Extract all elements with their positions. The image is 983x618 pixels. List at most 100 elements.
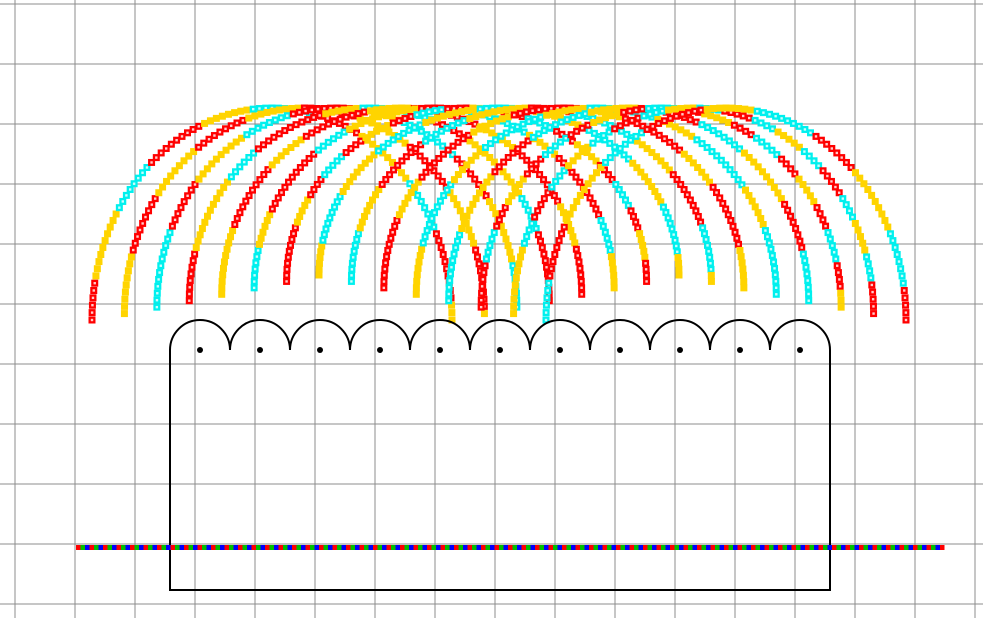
field-marker-hole <box>326 222 330 225</box>
field-marker-hole <box>424 139 427 143</box>
field-marker-hole <box>632 215 635 218</box>
field-marker-hole <box>415 113 419 116</box>
field-marker <box>514 267 522 275</box>
field-marker <box>557 114 565 122</box>
field-marker-hole <box>416 194 419 197</box>
ground-marker <box>638 545 643 550</box>
ground-marker <box>328 545 333 550</box>
field-marker-hole <box>522 130 526 134</box>
field-marker-hole <box>436 174 440 178</box>
ground-marker <box>319 545 324 550</box>
field-marker-hole <box>356 112 360 115</box>
field-marker-hole <box>483 264 487 267</box>
field-marker <box>851 219 859 227</box>
field-marker-hole <box>333 120 336 123</box>
field-marker-hole <box>766 235 769 238</box>
field-marker-hole <box>391 138 395 142</box>
field-marker-hole <box>303 161 306 165</box>
field-marker-hole <box>658 134 661 137</box>
ground-marker <box>625 545 630 550</box>
field-marker-hole <box>388 243 391 246</box>
field-marker-hole <box>351 256 355 259</box>
field-marker <box>648 183 656 191</box>
ground-marker <box>733 545 738 550</box>
field-marker-hole <box>830 180 833 183</box>
field-marker-hole <box>889 232 892 235</box>
field-marker <box>496 107 504 115</box>
field-marker <box>498 136 506 144</box>
ground-marker <box>629 545 634 550</box>
field-marker-hole <box>462 137 465 140</box>
field-marker-hole <box>733 231 737 234</box>
field-marker <box>837 303 845 311</box>
field-marker <box>472 112 480 120</box>
field-lines <box>88 104 910 324</box>
field-marker <box>379 149 387 157</box>
field-marker-hole <box>829 237 832 241</box>
field-marker-hole <box>709 262 712 265</box>
field-marker-hole <box>545 304 548 307</box>
field-marker-hole <box>327 168 330 172</box>
field-marker-hole <box>530 222 533 225</box>
field-marker <box>795 143 803 151</box>
field-marker <box>418 245 426 253</box>
field-marker <box>515 181 523 189</box>
field-marker-hole <box>735 237 739 240</box>
field-marker-hole <box>803 150 806 153</box>
field-marker-hole <box>422 241 425 245</box>
field-marker <box>509 143 517 151</box>
field-marker-hole <box>357 232 360 235</box>
field-marker-hole <box>738 147 741 151</box>
field-marker-hole <box>312 188 316 191</box>
ground-marker <box>400 545 405 550</box>
field-marker <box>218 277 226 285</box>
field-marker-hole <box>386 249 389 252</box>
field-marker-hole <box>902 281 905 285</box>
field-marker-hole <box>556 199 559 203</box>
field-marker <box>472 195 480 203</box>
field-marker-hole <box>544 153 547 156</box>
ground-marker <box>935 545 940 550</box>
field-marker <box>415 258 423 266</box>
field-marker <box>458 225 466 233</box>
field-marker-hole <box>218 130 222 134</box>
ground-marker <box>467 545 472 550</box>
field-marker <box>298 207 306 215</box>
field-marker-hole <box>774 286 778 289</box>
ground-marker <box>494 545 499 550</box>
field-marker <box>745 153 753 161</box>
field-marker <box>610 284 618 292</box>
field-marker-hole <box>443 260 447 263</box>
field-marker <box>747 106 755 114</box>
field-marker-hole <box>175 139 178 142</box>
field-marker <box>373 106 381 114</box>
field-marker <box>422 118 430 126</box>
ground-marker <box>818 545 823 550</box>
field-marker-hole <box>675 244 678 248</box>
field-marker-hole <box>629 209 633 213</box>
field-marker-hole <box>321 125 325 129</box>
field-marker-hole <box>712 129 715 132</box>
field-marker <box>229 227 237 235</box>
field-marker <box>511 281 519 289</box>
field-marker-hole <box>432 225 435 229</box>
field-marker <box>190 148 198 156</box>
field-marker-hole <box>771 127 774 131</box>
ground-marker <box>364 545 369 550</box>
field-marker <box>363 117 371 125</box>
field-marker <box>251 112 259 120</box>
field-marker-hole <box>769 248 773 251</box>
field-marker-hole <box>180 135 184 138</box>
field-marker <box>201 218 209 226</box>
field-marker-hole <box>141 222 144 225</box>
field-marker-hole <box>772 260 775 264</box>
field-marker <box>641 253 649 261</box>
field-marker-hole <box>525 235 528 238</box>
ground-marker <box>296 545 301 550</box>
field-marker <box>304 196 312 204</box>
field-marker <box>257 234 265 242</box>
field-marker-hole <box>486 251 490 254</box>
field-marker-hole <box>429 136 432 139</box>
field-marker <box>470 128 478 136</box>
field-marker <box>587 108 595 116</box>
